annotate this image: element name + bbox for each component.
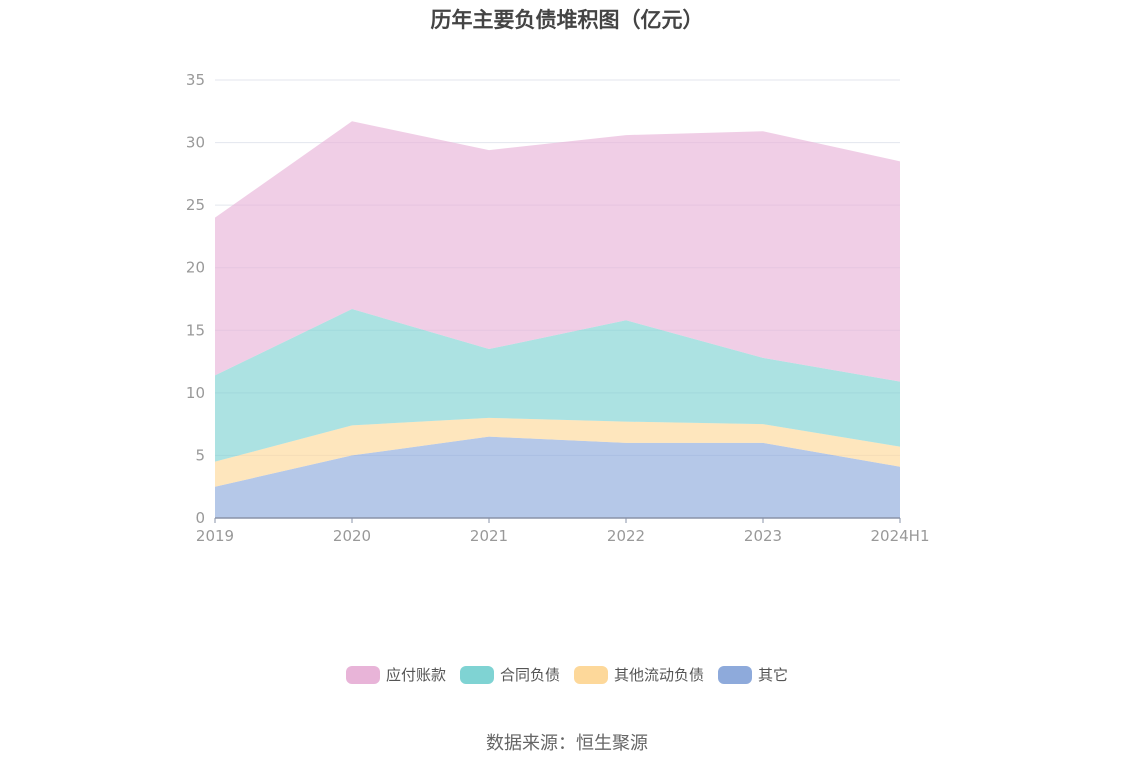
legend-swatch — [459, 665, 494, 684]
y-tick-label: 5 — [195, 446, 205, 464]
x-tick-label: 2023 — [744, 527, 782, 545]
legend-item[interactable]: 其他流动负债 — [574, 664, 704, 685]
legend: 应付账款 合同负债 其他流动负债 其它 — [0, 664, 1134, 685]
legend-item[interactable]: 合同负债 — [459, 664, 560, 685]
x-tick-label: 2020 — [333, 527, 371, 545]
x-tick-label: 2021 — [470, 527, 508, 545]
area-series — [215, 121, 900, 518]
y-tick-label: 25 — [186, 196, 205, 214]
area-其它[interactable] — [215, 436, 900, 518]
y-tick-label: 30 — [186, 134, 205, 152]
legend-item[interactable]: 应付账款 — [345, 664, 446, 685]
y-tick-label: 20 — [186, 259, 205, 277]
y-tick-label: 15 — [186, 321, 205, 339]
legend-swatch — [718, 665, 753, 684]
area-其他流动负债[interactable] — [215, 417, 900, 487]
chart-title: 历年主要负债堆积图（亿元） — [430, 8, 704, 32]
legend-swatch — [574, 665, 608, 684]
legend-item[interactable]: 其它 — [718, 664, 788, 685]
y-tick-label: 10 — [186, 384, 205, 402]
area-合同负债[interactable] — [215, 309, 900, 462]
legend-label: 其他流动负债 — [614, 666, 705, 684]
legend-label: 应付账款 — [385, 666, 446, 684]
x-tick-label: 2024H1 — [871, 527, 930, 545]
legend-swatch — [345, 665, 380, 684]
stacked-area-chart: 0 5 10 15 20 25 30 35 2019 2020 2021 2022 2023 2024H1 — [186, 71, 930, 545]
legend-label: 合同负债 — [499, 666, 560, 684]
x-tick-label: 2019 — [196, 527, 234, 545]
y-tick-label: 0 — [195, 509, 205, 527]
axes: 0 5 10 15 20 25 30 35 2019 2020 2021 2022 2023 2024H1 — [186, 71, 930, 545]
legend-label: 其它 — [758, 666, 789, 684]
x-tick-label: 2022 — [607, 527, 645, 545]
area-应付账款[interactable] — [215, 121, 900, 382]
data-source: 数据来源：恒生聚源 — [486, 733, 648, 754]
y-tick-label: 35 — [186, 71, 205, 89]
